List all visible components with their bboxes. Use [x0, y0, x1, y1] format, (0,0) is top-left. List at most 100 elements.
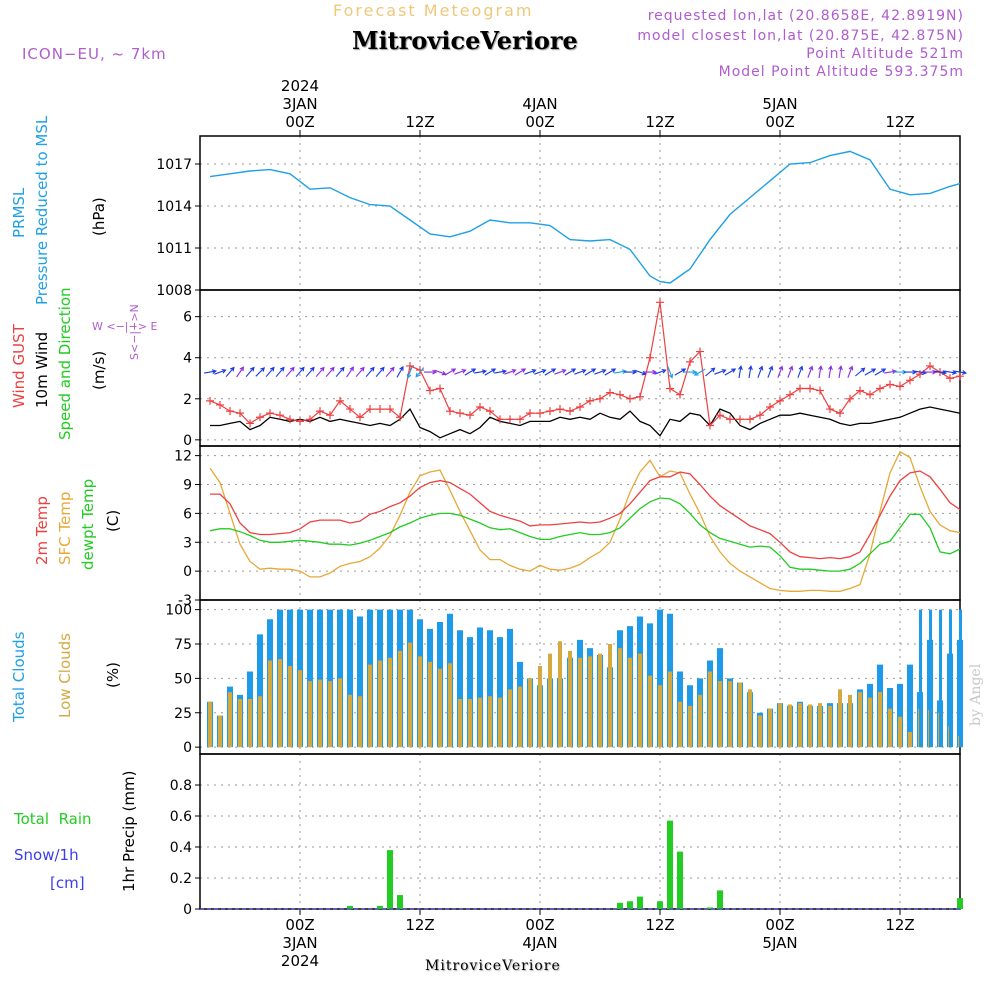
low-cloud-bar	[678, 701, 682, 748]
wind-direction-arrow	[574, 368, 587, 375]
wind-gust-marker	[426, 386, 434, 395]
wind-direction-arrow	[787, 365, 794, 378]
wind-direction-arrow	[396, 365, 404, 378]
wind-gust-marker	[636, 392, 644, 401]
low-cloud-bar	[828, 705, 832, 748]
wind-direction-arrow	[674, 368, 687, 376]
wind-gust-marker	[356, 413, 364, 422]
wind-direction-arrow	[934, 370, 948, 375]
wind-direction-arrow	[484, 368, 497, 376]
total-cloud-bar	[897, 683, 903, 748]
wind-gust-marker	[486, 407, 494, 416]
wind-gust-marker	[776, 396, 784, 405]
wind-gust-marker	[616, 390, 624, 399]
wind-direction-arrow	[524, 368, 537, 375]
low-cloud-bar	[638, 653, 642, 748]
low-cloud-bar	[878, 692, 882, 748]
y-tick-label: 3	[183, 535, 192, 551]
wind-direction-arrow	[914, 370, 928, 375]
wind-gust-marker	[606, 388, 614, 397]
wind-gust-marker	[846, 394, 854, 403]
wind-direction-arrow	[454, 368, 467, 375]
x-tick-label-top: 12Z	[645, 113, 674, 131]
low-cloud-bar	[668, 671, 672, 748]
wind-gust-marker	[726, 415, 734, 424]
wind-gust-marker	[306, 415, 314, 424]
low-cloud-bar	[428, 661, 432, 748]
low-cloud-bar	[658, 685, 662, 748]
low-cloud-bar	[738, 682, 742, 748]
dewpt-line	[209, 497, 961, 572]
y-tick-label: 2	[183, 392, 192, 408]
low-cloud-bar	[298, 670, 302, 748]
wind-gust-marker	[546, 407, 554, 416]
low-cloud-bar	[808, 704, 812, 748]
wind-gust-marker	[756, 411, 764, 420]
x-tick-label-bottom: 12Z	[405, 916, 434, 934]
y-tick-label: 6	[183, 310, 192, 326]
low-cloud-bar	[398, 650, 402, 748]
rain-bar	[957, 898, 963, 909]
panel-5: 0 0.2 0.4 0.6 0.8	[170, 753, 961, 918]
low-cloud-bar	[418, 656, 422, 748]
wind-gust-marker	[376, 405, 384, 414]
low-cloud-bar	[688, 705, 692, 748]
wind-direction-arrow	[236, 366, 245, 378]
low-cloud-bar	[708, 671, 712, 748]
wind-gust-line	[209, 302, 961, 427]
y-tick-label: 0.8	[170, 778, 192, 794]
wind-gust-marker	[676, 390, 684, 399]
low-cloud-bar	[598, 653, 602, 748]
panel-3: -3 0 3 6 9 12	[174, 445, 961, 609]
wind-gust-marker	[396, 413, 404, 422]
low-cloud-bar	[278, 659, 282, 748]
wind-gust-marker	[286, 415, 294, 424]
wind-gust-marker	[736, 415, 744, 424]
x-tick-label-top: 12Z	[405, 113, 434, 131]
wind-gust-marker	[326, 411, 334, 420]
wind-direction-arrow	[944, 370, 958, 375]
wind-direction-arrow	[415, 367, 425, 378]
model-label: ICON−EU, ~ 7km	[22, 45, 167, 63]
low-cloud-bar	[568, 650, 572, 748]
total-cloud-bar	[497, 637, 503, 748]
wind-gust-marker	[246, 419, 254, 428]
total-cloud-bar	[327, 609, 333, 748]
wind-direction-arrow	[325, 366, 335, 378]
wind-gust-marker	[526, 409, 534, 418]
low-cloud-bar	[288, 666, 292, 748]
wind-direction-arrow	[534, 368, 547, 375]
wind-gust-marker	[346, 405, 354, 414]
wind-gust-marker	[886, 380, 894, 389]
wind-direction-arrow	[864, 368, 877, 376]
wind-direction-arrow	[365, 366, 375, 378]
pressure-line	[209, 150, 961, 284]
total-cloud-bar	[317, 609, 323, 748]
wind-direction-arrow	[818, 365, 823, 379]
wind-direction-arrow	[748, 365, 753, 379]
low-cloud-bar	[868, 697, 872, 748]
x-tick-label-top: 00Z	[525, 113, 554, 131]
wind-gust-marker	[566, 407, 574, 416]
wind-gust-marker	[266, 409, 274, 418]
wind-gust-marker	[876, 384, 884, 393]
wind-gust-marker	[786, 390, 794, 399]
wind-gust-marker	[946, 374, 954, 383]
low-cloud-bar	[698, 694, 702, 748]
wind-gust-marker	[906, 376, 914, 385]
x-tick-label-bottom: 5JAN	[762, 934, 797, 952]
low-cloud-bar	[228, 692, 232, 748]
total-cloud-bar	[467, 637, 473, 748]
wind-direction-arrow	[874, 368, 887, 376]
y-tick-label: 1017	[156, 157, 192, 173]
y-tick-label: 4	[183, 351, 192, 367]
wind-gust-marker	[666, 384, 674, 393]
wind-gust-marker	[796, 384, 804, 393]
y-tick-label: 1011	[156, 241, 192, 257]
low-cloud-bar	[908, 732, 912, 748]
wind-direction-arrow	[385, 366, 395, 378]
total-cloud-bar	[657, 609, 663, 748]
wind-direction-arrow	[335, 366, 345, 378]
wind-direction-arrow	[424, 369, 438, 375]
x-tick-label-bottom: 00Z	[765, 916, 794, 934]
